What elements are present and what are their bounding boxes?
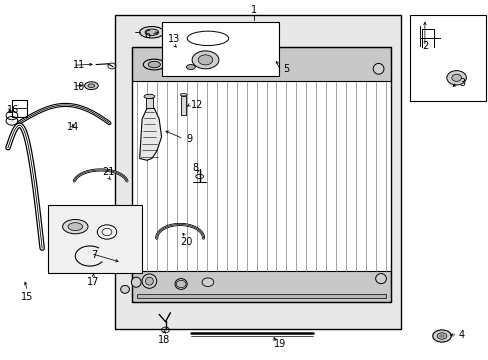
Text: 2: 2 [421,41,427,50]
Bar [132,47,390,81]
Circle shape [176,280,185,288]
Bar [48,205,142,273]
Text: 5: 5 [283,64,289,74]
Bar [181,96,185,116]
Ellipse shape [143,59,165,70]
Text: 7: 7 [91,250,97,260]
Text: 14: 14 [66,122,79,132]
Ellipse shape [192,51,219,69]
Ellipse shape [175,279,187,289]
Ellipse shape [148,61,160,68]
Ellipse shape [88,84,95,87]
Bar [409,15,485,101]
Text: 13: 13 [167,35,180,44]
Text: 17: 17 [87,277,100,287]
Text: 8: 8 [192,163,199,173]
Text: 19: 19 [273,339,285,349]
Ellipse shape [186,64,195,69]
Ellipse shape [182,63,199,72]
Bar [161,22,278,76]
Circle shape [202,278,213,287]
Ellipse shape [121,285,129,293]
Ellipse shape [84,82,98,90]
Bar [132,47,390,302]
Ellipse shape [140,27,163,38]
Ellipse shape [145,277,153,285]
Bar [132,81,390,271]
Ellipse shape [432,330,450,342]
Ellipse shape [375,274,386,284]
Bar [132,271,390,302]
Text: 12: 12 [190,100,203,110]
Text: 1: 1 [251,5,257,15]
Ellipse shape [68,223,82,230]
Circle shape [438,334,444,338]
Ellipse shape [198,55,212,65]
Ellipse shape [62,220,88,234]
Text: 10: 10 [73,82,85,92]
Ellipse shape [436,333,446,339]
Ellipse shape [180,93,186,96]
Text: 16: 16 [6,105,19,115]
Ellipse shape [451,74,461,81]
Ellipse shape [372,63,383,74]
Text: 11: 11 [73,60,85,70]
Text: 6: 6 [144,30,150,40]
Ellipse shape [446,71,466,85]
Bar [115,15,400,329]
Bar [145,98,153,108]
Text: 21: 21 [102,167,114,177]
Polygon shape [140,108,161,160]
Bar [12,100,27,117]
Ellipse shape [145,29,158,36]
Text: 3: 3 [458,78,464,88]
Ellipse shape [144,94,155,99]
Text: 4: 4 [458,330,464,340]
Ellipse shape [131,277,141,287]
Ellipse shape [142,274,157,288]
Text: 9: 9 [185,134,192,144]
Text: 20: 20 [180,237,192,247]
Bar [137,294,385,298]
Text: 18: 18 [158,335,170,345]
Text: 15: 15 [21,292,34,302]
